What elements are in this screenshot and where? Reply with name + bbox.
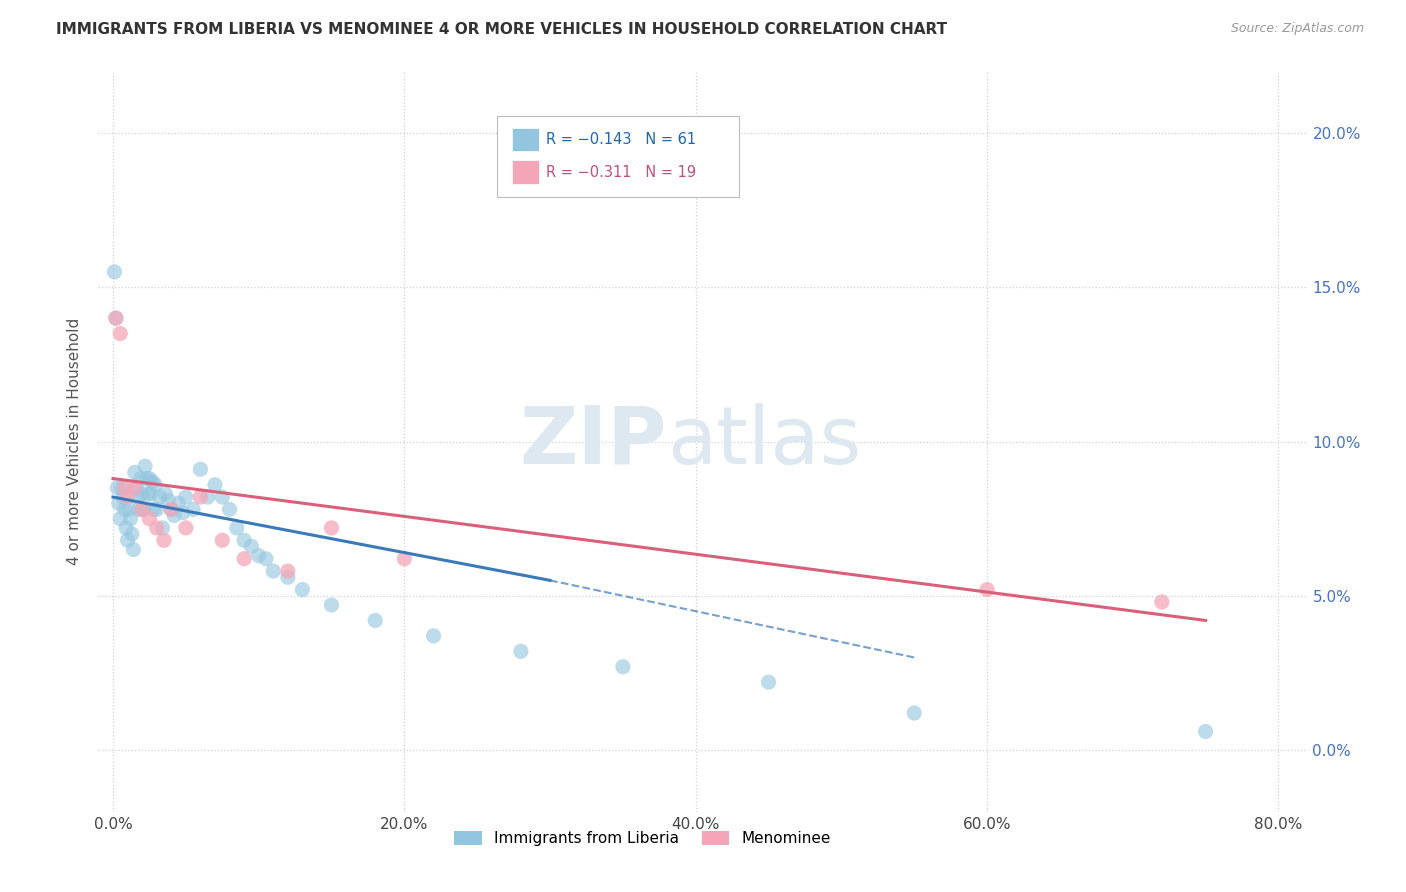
Point <box>240 540 263 554</box>
FancyBboxPatch shape <box>512 128 538 152</box>
Point <box>153 533 176 548</box>
Point <box>155 487 177 501</box>
Point <box>134 459 156 474</box>
Text: atlas: atlas <box>666 402 860 481</box>
Point <box>136 487 159 501</box>
Point <box>131 502 153 516</box>
Point <box>163 508 186 523</box>
Point <box>160 502 183 516</box>
Point <box>254 551 277 566</box>
Point <box>190 490 212 504</box>
Point <box>211 490 233 504</box>
Point <box>135 471 157 485</box>
Point <box>124 466 146 480</box>
Point <box>612 659 634 673</box>
Point <box>120 511 142 525</box>
Point <box>118 502 141 516</box>
Point <box>277 564 299 578</box>
Text: IMMIGRANTS FROM LIBERIA VS MENOMINEE 4 OR MORE VEHICLES IN HOUSEHOLD CORRELATION: IMMIGRANTS FROM LIBERIA VS MENOMINEE 4 O… <box>56 22 948 37</box>
Point <box>115 521 138 535</box>
Point <box>145 502 167 516</box>
Point <box>138 511 160 525</box>
Point <box>903 706 925 720</box>
Text: Source: ZipAtlas.com: Source: ZipAtlas.com <box>1230 22 1364 36</box>
Point <box>127 490 149 504</box>
Point <box>114 481 136 495</box>
Point <box>394 551 416 566</box>
Point <box>152 521 174 535</box>
Point <box>143 477 166 491</box>
Point <box>138 471 160 485</box>
Point <box>129 471 152 485</box>
FancyBboxPatch shape <box>512 161 538 184</box>
FancyBboxPatch shape <box>498 116 740 197</box>
Point <box>422 629 444 643</box>
Point <box>108 496 131 510</box>
Point <box>142 502 165 516</box>
Point <box>174 521 197 535</box>
Text: ZIP: ZIP <box>519 402 666 481</box>
Point <box>225 521 247 535</box>
Legend: Immigrants from Liberia, Menominee: Immigrants from Liberia, Menominee <box>449 825 837 852</box>
Point <box>111 481 134 495</box>
Point <box>181 502 204 516</box>
Point <box>211 533 233 548</box>
Point <box>172 506 194 520</box>
Point <box>131 487 153 501</box>
Text: R = −0.143   N = 61: R = −0.143 N = 61 <box>546 132 696 147</box>
Point <box>1150 595 1173 609</box>
Text: R = −0.311   N = 19: R = −0.311 N = 19 <box>546 164 696 179</box>
Point <box>262 564 284 578</box>
Point <box>204 477 226 491</box>
Point <box>114 502 136 516</box>
Point <box>141 475 163 489</box>
Point <box>364 614 387 628</box>
Point <box>105 481 128 495</box>
Point <box>321 598 343 612</box>
Point <box>167 496 190 510</box>
Point <box>247 549 270 563</box>
Point <box>124 481 146 495</box>
Point <box>125 481 148 495</box>
Y-axis label: 4 or more Vehicles in Household: 4 or more Vehicles in Household <box>67 318 83 566</box>
Point <box>110 326 132 341</box>
Point <box>1194 724 1216 739</box>
Point <box>218 502 240 516</box>
Point <box>121 527 143 541</box>
Point <box>104 311 127 326</box>
Point <box>233 533 256 548</box>
Point <box>157 493 180 508</box>
Point <box>145 521 167 535</box>
Point <box>321 521 343 535</box>
Point <box>104 311 127 326</box>
Point <box>117 490 139 504</box>
Point <box>758 675 780 690</box>
Point <box>132 502 155 516</box>
Point <box>122 542 145 557</box>
Point <box>509 644 531 658</box>
Point <box>139 487 162 501</box>
Point <box>190 462 212 476</box>
Point <box>110 511 132 525</box>
Point <box>112 490 135 504</box>
Point <box>233 551 256 566</box>
Point <box>149 490 172 504</box>
Point <box>277 570 299 584</box>
Point <box>174 490 197 504</box>
Point <box>197 490 219 504</box>
Point <box>160 502 183 516</box>
Point <box>103 265 125 279</box>
Point <box>128 502 150 516</box>
Point <box>117 533 139 548</box>
Point <box>976 582 998 597</box>
Point <box>291 582 314 597</box>
